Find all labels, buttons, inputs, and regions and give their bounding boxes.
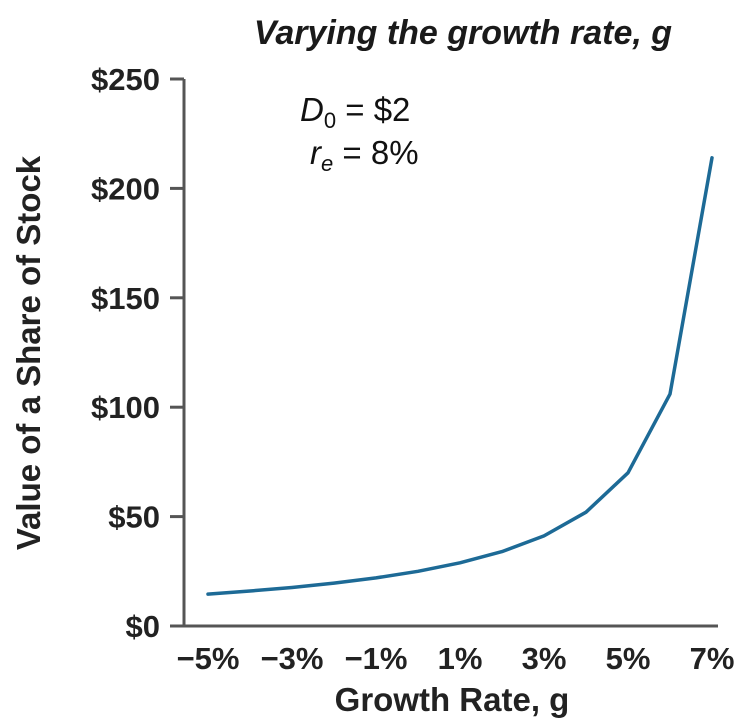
y-tick-label: $50 [108, 500, 160, 535]
y-tick-label: $200 [91, 171, 160, 206]
x-tick-label: −5% [177, 641, 240, 676]
y-tick-label: $150 [91, 281, 160, 316]
x-tick-label: −1% [345, 641, 408, 676]
d0-value: = $2 [336, 91, 410, 128]
x-tick-label: 7% [690, 641, 735, 676]
y-axis-label: Value of a Share of Stock [10, 155, 47, 550]
x-tick-label: 3% [522, 641, 567, 676]
y-axis-ticks: $0 $50 $100 $150 $200 $250 [91, 62, 184, 644]
x-tick-label: 1% [438, 641, 483, 676]
d0-annotation: D0 = $2 [300, 91, 410, 133]
re-annotation: re = 8% [310, 134, 419, 176]
x-axis-label: Growth Rate, g [335, 681, 570, 718]
y-tick-label: $250 [91, 62, 160, 97]
x-tick-label: 5% [606, 641, 651, 676]
x-axis-ticks: −5% −3% −1% 1% 3% 5% 7% [177, 641, 735, 676]
y-tick-label: $100 [91, 390, 160, 425]
series-line-0 [206, 156, 714, 596]
re-value: = 8% [333, 134, 418, 171]
chart-title: Varying the growth rate, g [254, 14, 672, 52]
y-tick-label: $0 [126, 609, 160, 644]
d0-subscript: 0 [324, 108, 336, 133]
re-symbol: r [310, 134, 323, 171]
x-tick-label: −3% [261, 641, 324, 676]
d0-symbol: D [300, 91, 324, 128]
re-subscript: e [321, 151, 333, 176]
series-layer [206, 156, 714, 596]
